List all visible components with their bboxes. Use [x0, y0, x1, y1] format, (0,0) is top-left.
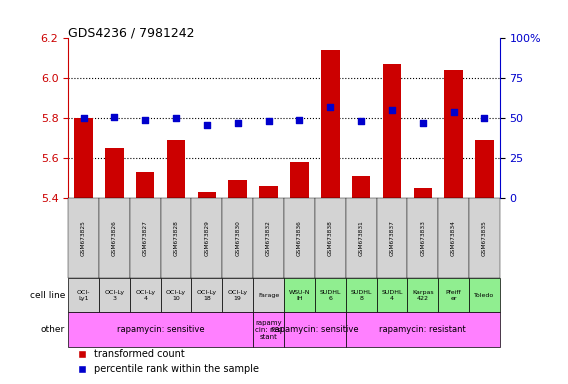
Text: GDS4236 / 7981242: GDS4236 / 7981242	[68, 27, 195, 40]
Text: OCI-Ly
19: OCI-Ly 19	[228, 290, 248, 301]
FancyBboxPatch shape	[99, 278, 130, 313]
FancyBboxPatch shape	[377, 278, 407, 313]
FancyBboxPatch shape	[407, 198, 438, 278]
Bar	[352, 176, 370, 198]
Text: GSM673837: GSM673837	[390, 220, 394, 256]
Bar	[167, 140, 185, 198]
Point	[449, 109, 458, 115]
Bar	[383, 65, 401, 198]
FancyBboxPatch shape	[130, 278, 161, 313]
FancyBboxPatch shape	[99, 198, 130, 278]
Point	[387, 107, 396, 113]
Text: GSM673827: GSM673827	[143, 220, 148, 256]
Bar	[444, 70, 463, 198]
FancyBboxPatch shape	[284, 198, 315, 278]
Text: GSM673826: GSM673826	[112, 220, 117, 256]
Text: OCI-Ly
18: OCI-Ly 18	[197, 290, 217, 301]
Bar	[475, 140, 494, 198]
Text: GSM673828: GSM673828	[174, 220, 178, 256]
Bar	[228, 180, 247, 198]
FancyBboxPatch shape	[284, 278, 315, 313]
FancyBboxPatch shape	[253, 278, 284, 313]
Text: rapamycin: sensitive: rapamycin: sensitive	[117, 325, 204, 334]
Bar	[290, 162, 308, 198]
Bar	[414, 188, 432, 198]
Text: rapamycin: sensitive: rapamycin: sensitive	[271, 325, 358, 334]
FancyBboxPatch shape	[284, 313, 346, 347]
FancyBboxPatch shape	[68, 198, 99, 278]
Text: rapamy
cin: resi
stant: rapamy cin: resi stant	[255, 320, 282, 340]
Point	[110, 114, 119, 120]
FancyBboxPatch shape	[222, 278, 253, 313]
Text: cell line: cell line	[30, 291, 65, 300]
FancyBboxPatch shape	[346, 313, 500, 347]
Text: GSM673833: GSM673833	[420, 220, 425, 256]
Point	[141, 117, 150, 123]
Bar	[74, 118, 93, 198]
Bar	[260, 186, 278, 198]
Point	[202, 122, 211, 128]
Text: OCI-Ly
10: OCI-Ly 10	[166, 290, 186, 301]
FancyBboxPatch shape	[68, 278, 99, 313]
Bar	[105, 148, 124, 198]
Text: GSM673829: GSM673829	[204, 220, 210, 256]
Point	[79, 115, 88, 121]
Point	[264, 118, 273, 124]
Text: Pfeiff
er: Pfeiff er	[446, 290, 461, 301]
FancyBboxPatch shape	[469, 278, 500, 313]
Point	[233, 120, 243, 126]
Point	[357, 118, 366, 124]
FancyBboxPatch shape	[377, 198, 407, 278]
Text: GSM673835: GSM673835	[482, 220, 487, 256]
Text: Toledo: Toledo	[474, 293, 495, 298]
Text: OCI-Ly
4: OCI-Ly 4	[135, 290, 155, 301]
Text: GSM673836: GSM673836	[297, 220, 302, 256]
Text: SUDHL
6: SUDHL 6	[320, 290, 341, 301]
Text: GSM673834: GSM673834	[451, 220, 456, 256]
Point	[172, 115, 181, 121]
Text: SUDHL
4: SUDHL 4	[381, 290, 403, 301]
FancyBboxPatch shape	[346, 198, 377, 278]
Text: WSU-N
IH: WSU-N IH	[289, 290, 310, 301]
FancyBboxPatch shape	[315, 278, 346, 313]
FancyBboxPatch shape	[253, 313, 284, 347]
Bar	[321, 50, 340, 198]
FancyBboxPatch shape	[191, 198, 222, 278]
FancyBboxPatch shape	[438, 278, 469, 313]
FancyBboxPatch shape	[253, 198, 284, 278]
Point	[418, 120, 427, 126]
Text: SUDHL
8: SUDHL 8	[350, 290, 372, 301]
Point	[295, 117, 304, 123]
Text: GSM673832: GSM673832	[266, 220, 271, 256]
Text: Farage: Farage	[258, 293, 279, 298]
FancyBboxPatch shape	[130, 198, 161, 278]
Text: OCI-
Ly1: OCI- Ly1	[77, 290, 90, 301]
Text: other: other	[41, 325, 65, 334]
Bar	[198, 192, 216, 198]
Text: GSM673825: GSM673825	[81, 220, 86, 256]
FancyBboxPatch shape	[407, 278, 438, 313]
Text: GSM673838: GSM673838	[328, 220, 333, 256]
Text: rapamycin: resistant: rapamycin: resistant	[379, 325, 466, 334]
FancyBboxPatch shape	[438, 198, 469, 278]
Bar	[136, 172, 154, 198]
FancyBboxPatch shape	[346, 278, 377, 313]
Legend: transformed count, percentile rank within the sample: transformed count, percentile rank withi…	[73, 345, 264, 378]
Text: GSM673831: GSM673831	[358, 220, 364, 256]
FancyBboxPatch shape	[222, 198, 253, 278]
Point	[480, 115, 489, 121]
FancyBboxPatch shape	[315, 198, 346, 278]
FancyBboxPatch shape	[68, 313, 253, 347]
FancyBboxPatch shape	[161, 198, 191, 278]
Text: OCI-Ly
3: OCI-Ly 3	[105, 290, 124, 301]
FancyBboxPatch shape	[161, 278, 191, 313]
Text: GSM673830: GSM673830	[235, 220, 240, 256]
Text: Karpas
422: Karpas 422	[412, 290, 433, 301]
Point	[325, 104, 335, 110]
FancyBboxPatch shape	[469, 198, 500, 278]
FancyBboxPatch shape	[191, 278, 222, 313]
